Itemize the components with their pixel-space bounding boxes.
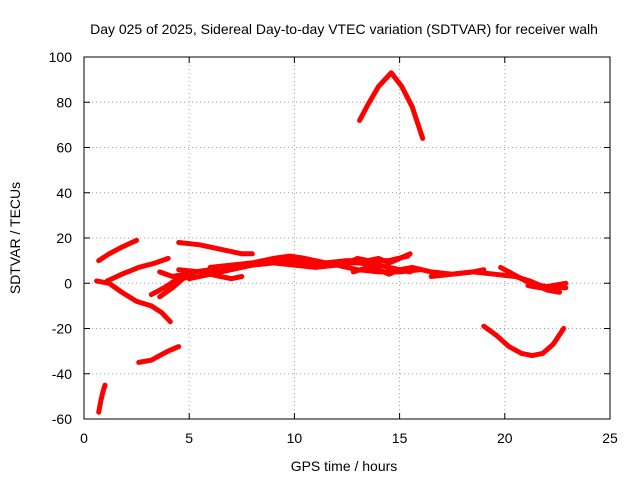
x-tick-label: 5 [185, 430, 193, 446]
y-tick-label: 40 [56, 185, 72, 201]
series-arc-10 [176, 267, 245, 282]
x-tick-label: 0 [80, 430, 88, 446]
plot-frame [83, 56, 611, 420]
x-tick-label: 25 [602, 430, 618, 446]
y-tick-label: 100 [49, 49, 73, 65]
chart-title: Day 025 of 2025, Sidereal Day-to-day VTE… [90, 21, 598, 37]
y-tick-label: 20 [56, 230, 72, 246]
y-tick-label: -60 [52, 411, 72, 427]
series-arc-13 [344, 251, 413, 266]
y-tick-label: -20 [52, 321, 72, 337]
series-layer [94, 70, 569, 415]
grid-layer [84, 57, 610, 419]
series-arc-2 [96, 237, 140, 264]
series-arc-3 [94, 278, 173, 325]
series-arc-1 [96, 382, 108, 415]
series-arc-4 [104, 255, 171, 284]
x-tick-label: 20 [497, 430, 513, 446]
y-tick-label: 0 [64, 275, 72, 291]
x-axis-label: GPS time / hours [291, 458, 398, 474]
y-tick-label: 60 [56, 140, 72, 156]
y-tick-label: -40 [52, 366, 72, 382]
series-arc-17 [498, 264, 562, 295]
series-arc-19 [481, 323, 567, 359]
x-tick-label: 15 [392, 430, 408, 446]
y-tick-label: 80 [56, 94, 72, 110]
series-arc-18 [525, 280, 569, 291]
tick-layer: 0 5 10 15 20 25 -60 -40 -20 0 20 40 60 80 100 [49, 49, 618, 446]
series-arc-14 [350, 264, 413, 277]
x-tick-label: 10 [287, 430, 303, 446]
series-arc-9 [176, 240, 255, 257]
y-axis-label: SDTVAR / TECUs [7, 182, 23, 294]
series-arc-15 [357, 70, 426, 141]
series-arc-5 [136, 344, 182, 365]
